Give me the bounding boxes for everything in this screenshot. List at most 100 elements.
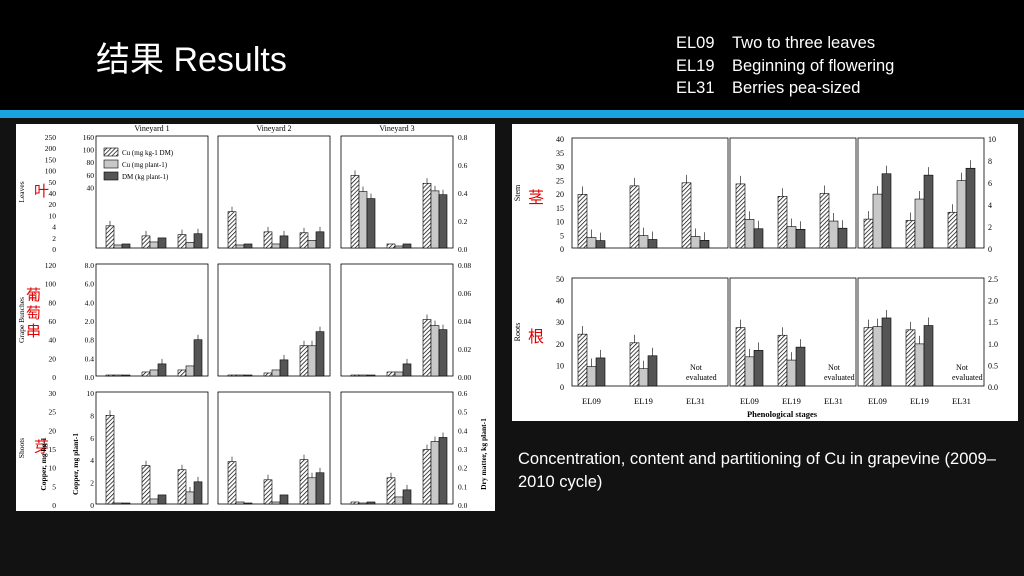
x-tick-label: EL09 (868, 396, 887, 406)
vineyard-title: Vineyard 1 (134, 124, 169, 133)
y-tick-label: 0.2 (458, 464, 468, 473)
data-bar (315, 472, 325, 505)
data-bar (366, 501, 376, 505)
y-tick-label: 0.6 (458, 389, 468, 398)
organ-cn-label: 根 (528, 327, 544, 346)
data-bar (235, 244, 245, 249)
plot-frame (95, 263, 209, 377)
x-tick-label: EL31 (952, 396, 971, 406)
y-tick-label: 2 (90, 479, 94, 488)
y-tick-label: 15 (556, 204, 564, 213)
data-bar (271, 243, 281, 249)
legend-swatch (103, 147, 119, 157)
organ-cn-char: 串 (26, 322, 41, 340)
y-tick-label: 4 (988, 201, 992, 210)
data-bar (177, 234, 187, 249)
data-bar (777, 334, 788, 387)
data-bar (263, 231, 273, 249)
y-tick-label: 0.0 (988, 383, 998, 392)
data-bar (647, 239, 658, 249)
stage-desc: Beginning of flowering (732, 56, 895, 75)
data-bar (149, 498, 159, 505)
y-tick-label: 30 (556, 318, 564, 327)
data-bar (690, 236, 701, 249)
data-bar (595, 240, 606, 249)
legend-label: DM (kg plant-1) (122, 173, 169, 181)
y-tick-label: 0.8 (85, 336, 95, 345)
data-bar (753, 228, 764, 249)
data-bar (263, 479, 273, 505)
data-bar (227, 211, 237, 249)
y-axis-title: Copper, mg plant-1 (71, 433, 80, 495)
data-bar (638, 368, 649, 387)
data-bar (263, 372, 273, 377)
legend-swatch (103, 159, 119, 169)
y-tick-label: 120 (45, 261, 57, 270)
data-bar (735, 327, 746, 387)
data-bar (430, 325, 440, 377)
y-tick-label: 20 (556, 340, 564, 349)
organ-cn-label: 茎 (528, 188, 544, 207)
y-tick-label: 5 (560, 231, 564, 240)
y-tick-label: 10 (87, 389, 95, 398)
y-axis-title: Copper, mg kg-1 (39, 437, 48, 491)
data-bar (586, 237, 597, 249)
data-bar (586, 366, 597, 387)
data-bar (430, 190, 440, 249)
y-tick-label: 100 (83, 146, 95, 155)
data-bar (786, 359, 797, 387)
not-evaluated-label: Not (828, 363, 841, 372)
data-bar (243, 374, 253, 377)
data-bar (699, 240, 710, 249)
data-bar (863, 218, 874, 249)
data-bar (438, 329, 448, 377)
stage-code: EL19 (676, 56, 715, 75)
y-tick-label: 50 (49, 178, 57, 187)
figure-caption: Concentration, content and partitioning … (518, 450, 996, 491)
data-bar (366, 374, 376, 377)
data-bar (914, 198, 925, 249)
data-bar (299, 345, 309, 377)
data-bar (315, 231, 325, 249)
data-bar (141, 235, 151, 249)
data-bar (358, 502, 368, 505)
data-bar (185, 365, 195, 377)
data-bar (105, 225, 115, 249)
data-bar (157, 237, 167, 249)
y-tick-label: 0 (52, 501, 56, 510)
data-bar (629, 342, 640, 387)
y-tick-label: 8 (90, 411, 94, 420)
data-bar (744, 219, 755, 249)
y-tick-label: 2.0 (988, 297, 998, 306)
organ-label: Roots (513, 323, 522, 342)
data-bar (279, 235, 289, 249)
data-bar (157, 494, 167, 505)
y-tick-label: 30 (556, 163, 564, 172)
y-tick-label: 0.0 (458, 501, 468, 510)
data-bar (905, 329, 916, 387)
data-bar (177, 369, 187, 377)
stage-legend-line: EL31 Berries pea-sized (676, 77, 894, 100)
data-bar (386, 371, 396, 377)
vineyard-figure-panel: Vineyard 1 Vineyard 2 Vineyard 3 250 200 150 1… (16, 124, 495, 511)
data-bar (113, 374, 123, 377)
y-tick-label: 10 (49, 211, 57, 220)
y-tick-label: 40 (87, 183, 95, 192)
data-bar (193, 339, 203, 377)
data-bar (299, 232, 309, 249)
x-tick-label: EL19 (782, 396, 801, 406)
data-bar (271, 369, 281, 377)
y-tick-label: 0.06 (458, 289, 471, 298)
y-tick-label: 10 (49, 464, 57, 473)
y-tick-label: 160 (83, 133, 95, 142)
data-bar (872, 193, 883, 249)
stage-legend: EL09 Two to three leaves EL19 Beginning of… (676, 32, 894, 100)
accent-stripe (0, 110, 1024, 118)
y-tick-label: 0.5 (458, 408, 468, 417)
x-tick-label: EL19 (634, 396, 653, 406)
y-tick-label: 0.08 (458, 261, 471, 270)
data-bar (227, 461, 237, 505)
data-bar (358, 191, 368, 249)
data-bar (881, 317, 892, 387)
data-bar (786, 226, 797, 249)
